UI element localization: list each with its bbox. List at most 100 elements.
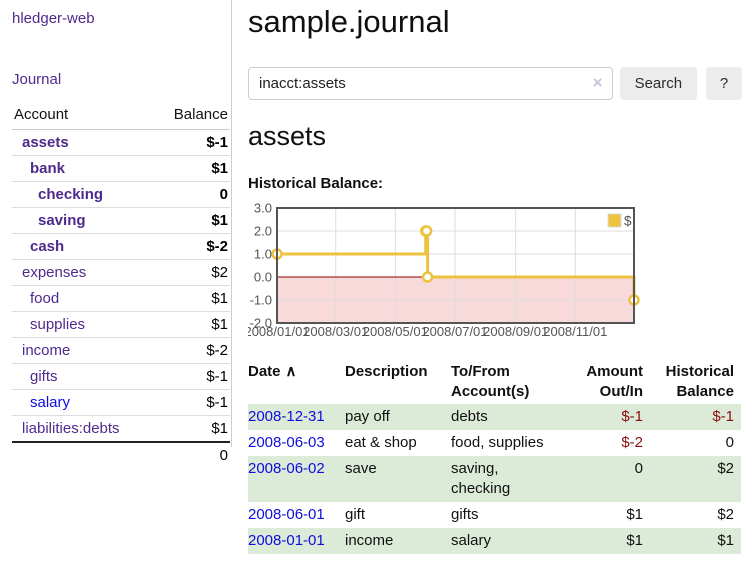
help-button[interactable]: ? <box>706 66 742 100</box>
y-axis-tick-label: -1.0 <box>250 292 272 307</box>
account-row: supplies $1 <box>12 311 230 338</box>
accounts-table: Account Balance assets $-1 bank $1 checking 0… <box>12 102 230 468</box>
plot-border <box>276 206 635 324</box>
transaction-amount: $-1 <box>621 407 643 425</box>
account-link-saving[interactable]: saving <box>38 212 86 229</box>
transaction-accounts: debts <box>451 407 488 425</box>
account-balance: $-1 <box>154 389 230 416</box>
account-name-cell: food <box>12 285 155 312</box>
account-balance: $1 <box>154 155 230 182</box>
transaction-date-cell: 2008-06-03 <box>248 430 345 456</box>
account-link-salary[interactable]: salary <box>30 394 71 411</box>
account-balance: $-1 <box>154 129 230 156</box>
x-axis-tick-label: 2008/01/01 <box>248 324 310 339</box>
account-balance: $-1 <box>154 363 230 390</box>
account-row: assets $-1 <box>12 129 230 156</box>
data-point-marker <box>421 270 434 283</box>
account-link-food[interactable]: food <box>30 290 60 307</box>
transaction-amount: 0 <box>634 459 643 477</box>
sidebar-item-journal[interactable]: Journal <box>12 71 62 88</box>
x-axis-tick-label: 2008/05/01 <box>363 324 428 339</box>
transaction-date-cell: 2008-12-31 <box>248 404 345 430</box>
account-row: liabilities:debts $1 <box>12 416 230 443</box>
transaction-balance: $-1 <box>712 407 734 425</box>
sort-ascending-icon: ∧ <box>285 362 297 380</box>
account-column-header: Account <box>12 102 155 130</box>
accounts-total-value: 0 <box>154 441 230 468</box>
account-link-cash[interactable]: cash <box>30 238 65 255</box>
sidebar: hledger-web Journal Account Balance asse… <box>0 0 232 468</box>
register-header-description: Description <box>345 362 428 380</box>
register-header-balance: Historical Balance <box>665 362 734 400</box>
account-link-income[interactable]: income <box>22 342 71 359</box>
transaction-row: 2008-06-03 eat & shop food, supplies $-2 0 <box>248 430 741 456</box>
account-balance: $-2 <box>154 233 230 260</box>
transaction-date-link[interactable]: 2008-12-31 <box>248 407 325 425</box>
transaction-balance: 0 <box>725 433 734 451</box>
register-header-row: Date ∧ Description To/From Account(s) Amount… <box>248 360 741 404</box>
search-row: × Search ? <box>248 66 742 100</box>
account-balance: $-2 <box>154 337 230 364</box>
y-axis-tick-label: 1.0 <box>254 246 272 261</box>
account-link-checking[interactable]: checking <box>38 186 104 203</box>
transaction-date-link[interactable]: 2008-06-02 <box>248 459 325 477</box>
account-row: bank $1 <box>12 155 230 182</box>
hledger-web-page: hledger-web Journal Account Balance asse… <box>0 0 742 554</box>
transaction-balance: $2 <box>717 459 734 477</box>
accounts-table-header-row: Account Balance <box>12 102 230 130</box>
account-balance: $1 <box>211 420 228 437</box>
transaction-balance: $2 <box>717 505 734 523</box>
account-name-cell: liabilities:debts <box>12 416 154 443</box>
transaction-date-cell: 2008-06-02 <box>248 456 345 502</box>
register-header-date: Date ∧ <box>248 362 297 380</box>
account-balance: 0 <box>154 181 230 208</box>
account-row: salary $-1 <box>12 389 230 416</box>
account-row: checking 0 <box>12 181 230 208</box>
main-content: sample.journal × Search ? assets Histori… <box>232 0 742 554</box>
account-link-gifts[interactable]: gifts <box>30 368 58 385</box>
transaction-amount: $-2 <box>621 433 643 451</box>
transaction-date-cell: 2008-01-01 <box>248 528 345 554</box>
transaction-date-link[interactable]: 2008-01-01 <box>248 531 325 549</box>
transaction-accounts: saving, checking <box>451 459 511 497</box>
transaction-description: save <box>345 459 377 477</box>
account-row: food $1 <box>12 285 230 312</box>
account-balance: $1 <box>154 311 230 338</box>
account-row: saving $1 <box>12 207 230 234</box>
page-title: sample.journal <box>248 4 450 39</box>
account-link-supplies[interactable]: supplies <box>30 316 86 333</box>
chart-svg: $3.0 2.0 1.0 0.0 -1.0 -2.02008/01/012008/03/0… <box>244 200 640 339</box>
register-header-accounts: To/From Account(s) <box>451 362 530 400</box>
search-input[interactable] <box>248 66 613 100</box>
y-axis-tick-label: -2.0 <box>250 315 272 330</box>
app-title-link[interactable]: hledger-web <box>12 10 95 27</box>
historical-balance-chart[interactable]: $3.0 2.0 1.0 0.0 -1.0 -2.0 2008/01/01 2008/03/0… <box>244 200 742 343</box>
account-link-assets[interactable]: assets <box>22 134 69 151</box>
transaction-row: 2008-06-01 gift gifts $1 $2 <box>248 502 741 528</box>
account-row: expenses $2 <box>12 259 230 286</box>
account-link-bank[interactable]: bank <box>30 160 66 177</box>
transaction-date-link[interactable]: 2008-06-01 <box>248 505 325 523</box>
y-axis-tick-label: 3.0 <box>254 201 272 216</box>
account-name-cell: expenses <box>12 259 155 286</box>
accounts-total-spacer <box>12 441 155 468</box>
account-name-cell: bank <box>12 155 155 182</box>
transaction-accounts: salary <box>451 531 492 549</box>
account-row: income $-2 <box>12 337 230 364</box>
account-name-cell: assets <box>12 129 155 156</box>
account-name-cell: checking <box>12 181 155 208</box>
account-name-cell: cash <box>12 233 155 260</box>
clear-search-icon[interactable]: × <box>592 72 603 92</box>
account-link-liabilities-debts[interactable]: liabilities:debts <box>22 420 120 437</box>
y-axis-tick-label: 2.0 <box>254 223 272 238</box>
transaction-description: pay off <box>345 407 390 425</box>
account-name-cell: supplies <box>12 311 155 338</box>
register-header-amount: Amount Out/In <box>586 362 643 400</box>
account-name-cell: salary <box>12 389 155 416</box>
account-balance: $1 <box>154 285 230 312</box>
account-link-expenses[interactable]: expenses <box>22 264 87 281</box>
transaction-date-link[interactable]: 2008-06-03 <box>248 433 325 451</box>
account-balance: $2 <box>154 259 230 286</box>
search-button[interactable]: Search <box>619 66 698 100</box>
transaction-accounts: gifts <box>451 505 479 523</box>
